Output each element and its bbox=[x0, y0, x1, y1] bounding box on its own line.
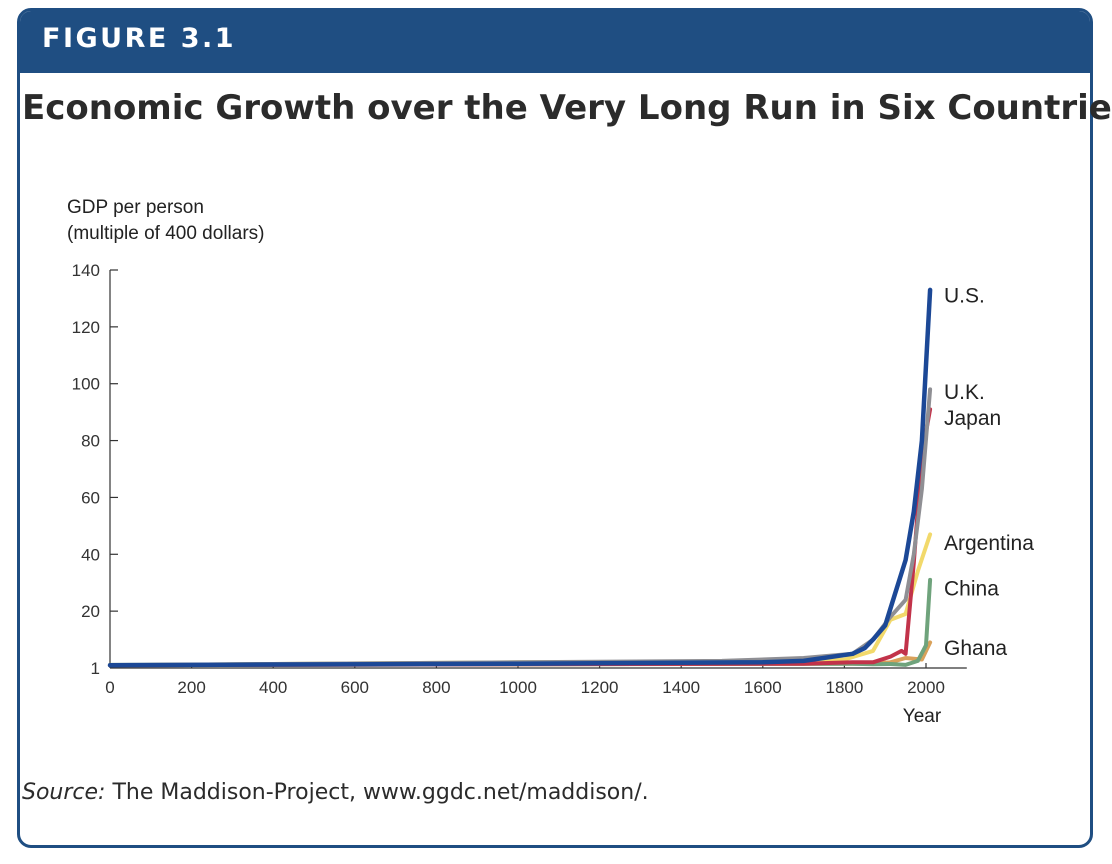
x-tick-label: 0 bbox=[105, 678, 114, 697]
chart-series-labels: U.S. U.K. Japan Argentina China Ghana bbox=[944, 285, 1034, 661]
figure-banner: FIGURE 3.1 bbox=[20, 11, 1090, 73]
series-label-us: U.S. bbox=[944, 285, 985, 308]
x-tick-label: 1800 bbox=[825, 678, 863, 697]
series-line-china bbox=[108, 577, 933, 667]
y-axis-label-line2: (multiple of 400 dollars) bbox=[67, 223, 264, 244]
series-label-japan: Japan bbox=[944, 407, 1001, 430]
x-tick-label: 1000 bbox=[499, 678, 537, 697]
y-tick-label: 60 bbox=[81, 488, 100, 507]
figure-number: FIGURE 3.1 bbox=[42, 23, 237, 54]
y-axis-label-line1: GDP per person bbox=[67, 197, 204, 218]
x-tick-label: 2000 bbox=[907, 678, 945, 697]
figure-title: Economic Growth over the Very Long Run i… bbox=[22, 88, 1112, 128]
y-tick-label: 40 bbox=[81, 545, 100, 564]
source-text: The Maddison-Project, www.ggdc.net/maddi… bbox=[105, 780, 649, 805]
x-tick-label: 1600 bbox=[744, 678, 782, 697]
series-label-argentina: Argentina bbox=[944, 532, 1034, 555]
figure-frame: FIGURE 3.1 bbox=[17, 8, 1093, 848]
source-prefix: Source: bbox=[22, 780, 106, 805]
x-tick-label: 400 bbox=[259, 678, 287, 697]
series-label-ghana: Ghana bbox=[944, 637, 1007, 660]
y-tick-label: 100 bbox=[72, 375, 100, 394]
x-tick-label: 200 bbox=[177, 678, 205, 697]
x-axis-label: Year bbox=[903, 706, 942, 727]
x-tick-label: 1400 bbox=[662, 678, 700, 697]
series-label-uk: U.K. bbox=[944, 381, 985, 404]
source-note: Source: The Maddison-Project, www.ggdc.n… bbox=[22, 780, 649, 805]
series-line-uk bbox=[108, 387, 933, 668]
x-tick-label: 600 bbox=[341, 678, 369, 697]
series-label-china: China bbox=[944, 577, 999, 600]
series-line-argentina bbox=[108, 532, 933, 668]
y-tick-label: 1 bbox=[91, 659, 100, 678]
y-tick-label: 80 bbox=[81, 432, 100, 451]
y-tick-label: 20 bbox=[81, 602, 100, 621]
x-tick-label: 800 bbox=[422, 678, 450, 697]
chart-series-lines bbox=[107, 287, 933, 668]
series-line-japan bbox=[108, 407, 933, 668]
series-line-us bbox=[107, 287, 933, 668]
x-tick-label: 1200 bbox=[581, 678, 619, 697]
y-tick-label: 140 bbox=[72, 261, 100, 280]
y-tick-label: 120 bbox=[72, 318, 100, 337]
